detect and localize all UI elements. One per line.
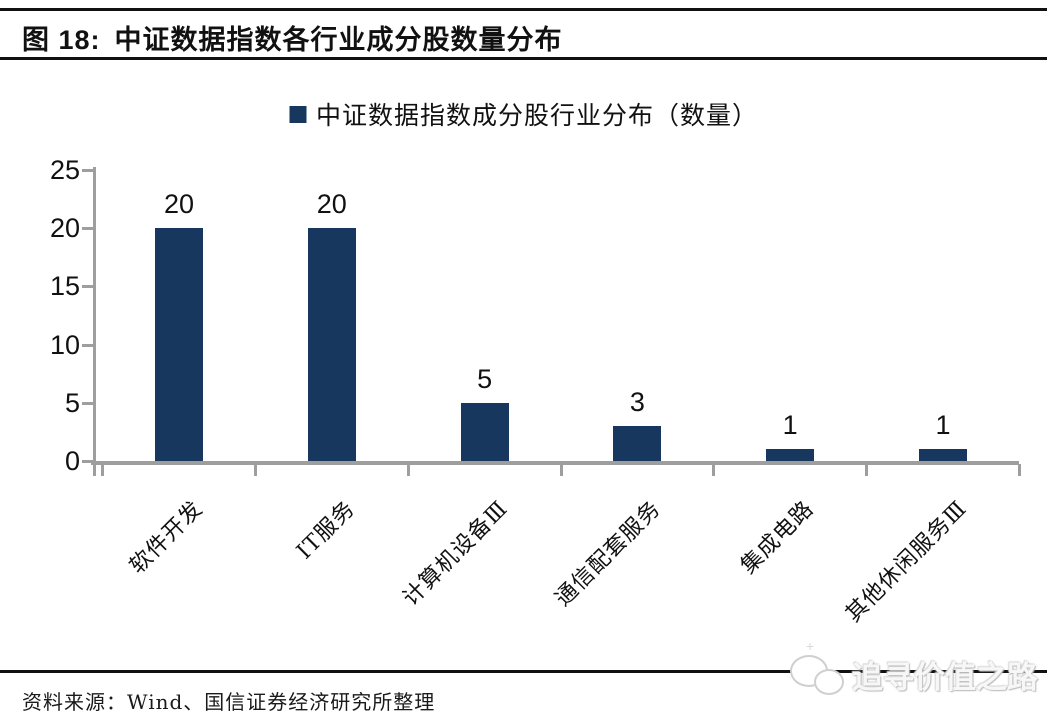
x-axis-line	[91, 461, 1020, 465]
y-axis-tick	[82, 227, 93, 231]
y-axis-tick-label: 5	[64, 387, 80, 418]
bar	[307, 228, 356, 461]
y-axis-tick-label: 15	[49, 271, 80, 302]
bar-value-label: 1	[782, 410, 798, 441]
small-bubble-icon	[814, 669, 844, 695]
title-underline	[0, 57, 1047, 60]
y-axis-tick	[82, 343, 93, 347]
scan-artifact-plus: +	[806, 638, 815, 654]
y-axis-tick	[82, 285, 93, 289]
legend-square-icon	[288, 105, 306, 123]
footer-divider	[0, 670, 1047, 673]
x-axis-tick	[101, 464, 105, 476]
x-axis-tick	[559, 464, 563, 476]
figure-number-label: 图 18:	[22, 25, 101, 55]
x-axis-tick	[865, 464, 869, 476]
bar	[155, 228, 203, 461]
x-axis-tick	[1017, 464, 1021, 476]
chart-legend: 中证数据指数成分股行业分布（数量）	[288, 96, 759, 132]
x-axis-category-label: IT服务	[292, 496, 361, 565]
x-axis-category-label: 集成电路	[736, 496, 820, 579]
bar	[919, 449, 967, 461]
source-note: 资料来源：Wind、国信证券经济研究所整理	[22, 690, 436, 714]
x-axis-tick	[406, 464, 410, 476]
x-axis-tick	[712, 464, 716, 476]
x-axis-category-label: 通信配套服务	[551, 496, 667, 612]
y-axis-tick-label: 0	[64, 446, 80, 476]
bar	[613, 426, 662, 461]
bar-value-label: 20	[316, 189, 347, 220]
top-divider	[0, 8, 1047, 11]
bar	[766, 449, 815, 461]
y-axis-tick-label: 25	[49, 155, 80, 185]
bar-value-label: 20	[163, 189, 195, 220]
y-axis-tick	[82, 169, 93, 172]
x-axis-category-label: 其他休闲服务Ⅲ	[840, 496, 972, 628]
y-axis-line	[93, 167, 96, 476]
watermark: 追寻价值之路	[788, 646, 1038, 702]
chat-bubbles-logo-icon	[788, 649, 846, 699]
bar-value-label: 1	[935, 410, 951, 441]
y-axis-tick-label: 10	[49, 329, 80, 360]
figure-title-text: 中证数据指数各行业成分股数量分布	[114, 25, 563, 56]
legend-label: 中证数据指数成分股行业分布（数量）	[315, 101, 759, 130]
bar	[460, 402, 509, 461]
watermark-text: 追寻价值之路	[852, 659, 1038, 696]
x-axis-category-label: 计算机设备Ⅲ	[398, 496, 514, 611]
bar-value-label: 3	[629, 387, 645, 418]
figure-title: 图 18: 中证数据指数各行业成分股数量分布	[22, 18, 1022, 57]
x-axis-category-label: 软件开发	[125, 496, 208, 579]
y-axis-tick	[82, 401, 93, 405]
x-axis-tick	[253, 464, 257, 476]
y-axis-tick-label: 20	[49, 213, 80, 244]
bar-value-label: 5	[477, 363, 493, 394]
y-axis-tick	[82, 460, 93, 463]
